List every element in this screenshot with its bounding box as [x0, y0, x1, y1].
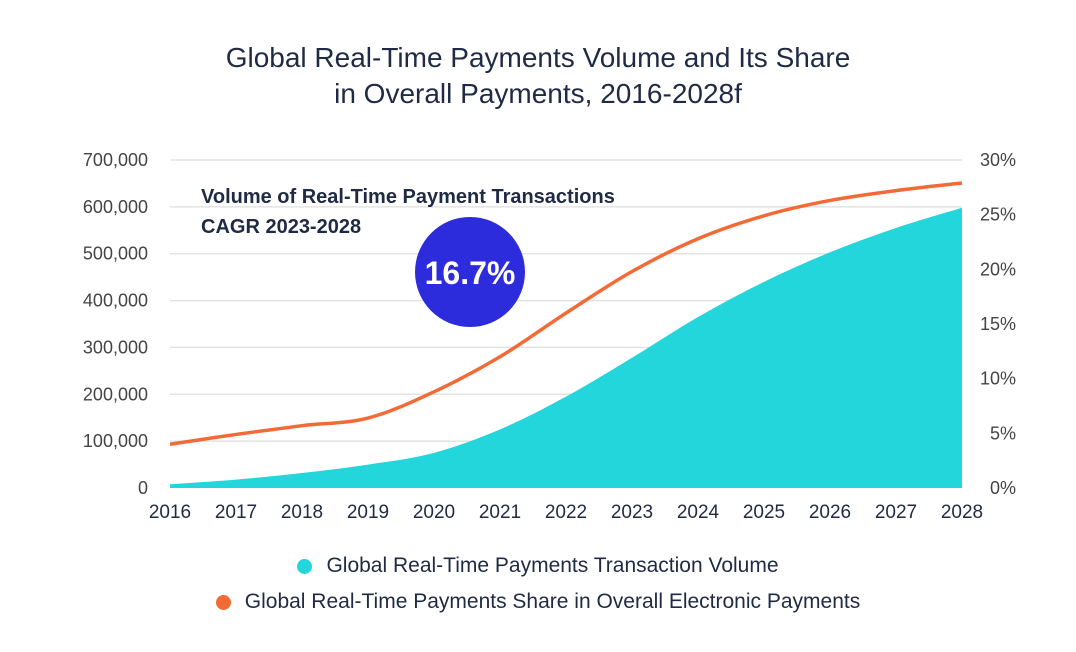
x-tick-label: 2019	[347, 502, 389, 523]
legend-item-volume: Global Real-Time Payments Transaction Vo…	[297, 554, 779, 578]
volume-area-layer	[170, 207, 962, 488]
x-tick-label: 2023	[611, 502, 653, 523]
x-tick-label: 2020	[413, 502, 455, 523]
x-tick-label: 2016	[149, 502, 191, 523]
x-tick-label: 2026	[809, 502, 851, 523]
legend-swatch-share	[215, 594, 231, 610]
annotation-line-2: CAGR 2023-2028	[201, 216, 361, 238]
cagr-annotation: Volume of Real-Time Payment Transactions…	[201, 186, 615, 327]
chart-canvas: 0 100,000 200,000 300,000 400,000 500,000 600,…	[83, 150, 1016, 523]
x-tick-label: 2028	[941, 502, 983, 523]
right-tick-label: 30%	[980, 150, 1016, 170]
legend-label-share: Global Real-Time Payments Share in Overa…	[244, 590, 861, 613]
left-tick-label: 400,000	[83, 291, 148, 311]
legend-label-volume: Global Real-Time Payments Transaction Vo…	[326, 554, 779, 577]
right-tick-label: 15%	[980, 314, 1016, 334]
annotation-line-1: Volume of Real-Time Payment Transactions	[201, 186, 615, 208]
right-y-axis: 0% 5% 10% 15% 20% 25% 30%	[980, 150, 1016, 498]
legend-item-volume-row: Global Real-Time Payments Transaction Vo…	[0, 554, 1076, 580]
left-tick-label: 200,000	[83, 384, 148, 404]
right-tick-label: 5%	[990, 423, 1016, 443]
left-tick-label: 300,000	[83, 337, 148, 357]
cagr-bubble	[415, 217, 525, 327]
legend-item-share-row: Global Real-Time Payments Share in Overa…	[0, 590, 1076, 616]
x-tick-label: 2017	[215, 502, 257, 523]
x-tick-label: 2022	[545, 502, 587, 523]
left-tick-label: 0	[138, 478, 148, 498]
left-tick-label: 100,000	[83, 431, 148, 451]
legend-item-share: Global Real-Time Payments Share in Overa…	[215, 590, 861, 614]
share-line-layer	[169, 181, 963, 446]
chart-title-line-1: Global Real-Time Payments Volume and Its…	[225, 42, 851, 73]
x-tick-label: 2027	[875, 502, 917, 523]
left-tick-label: 700,000	[83, 150, 148, 170]
cagr-value: 16.7%	[425, 255, 516, 291]
x-tick-label: 2024	[677, 502, 720, 523]
left-tick-label: 500,000	[83, 244, 148, 264]
left-y-axis: 0 100,000 200,000 300,000 400,000 500,000 600,…	[83, 150, 148, 498]
share-line	[169, 181, 963, 446]
left-tick-label: 600,000	[83, 197, 148, 217]
legend-swatch-volume	[297, 558, 313, 574]
x-axis: 2016 2017 2018 2019 2020 2021 2022 2023 2024 2025…	[149, 502, 983, 523]
chart-title-line-2: in Overall Payments, 2016-2028f	[334, 78, 742, 109]
x-tick-label: 2018	[281, 502, 323, 523]
volume-area	[170, 207, 962, 488]
x-tick-label: 2025	[743, 502, 785, 523]
right-tick-label: 10%	[980, 369, 1016, 389]
chart-title: Global Real-Time Payments Volume and Its…	[0, 40, 1076, 112]
right-tick-label: 0%	[990, 478, 1016, 498]
x-tick-label: 2021	[479, 502, 521, 523]
right-tick-label: 20%	[980, 259, 1016, 279]
right-tick-label: 25%	[980, 205, 1016, 225]
